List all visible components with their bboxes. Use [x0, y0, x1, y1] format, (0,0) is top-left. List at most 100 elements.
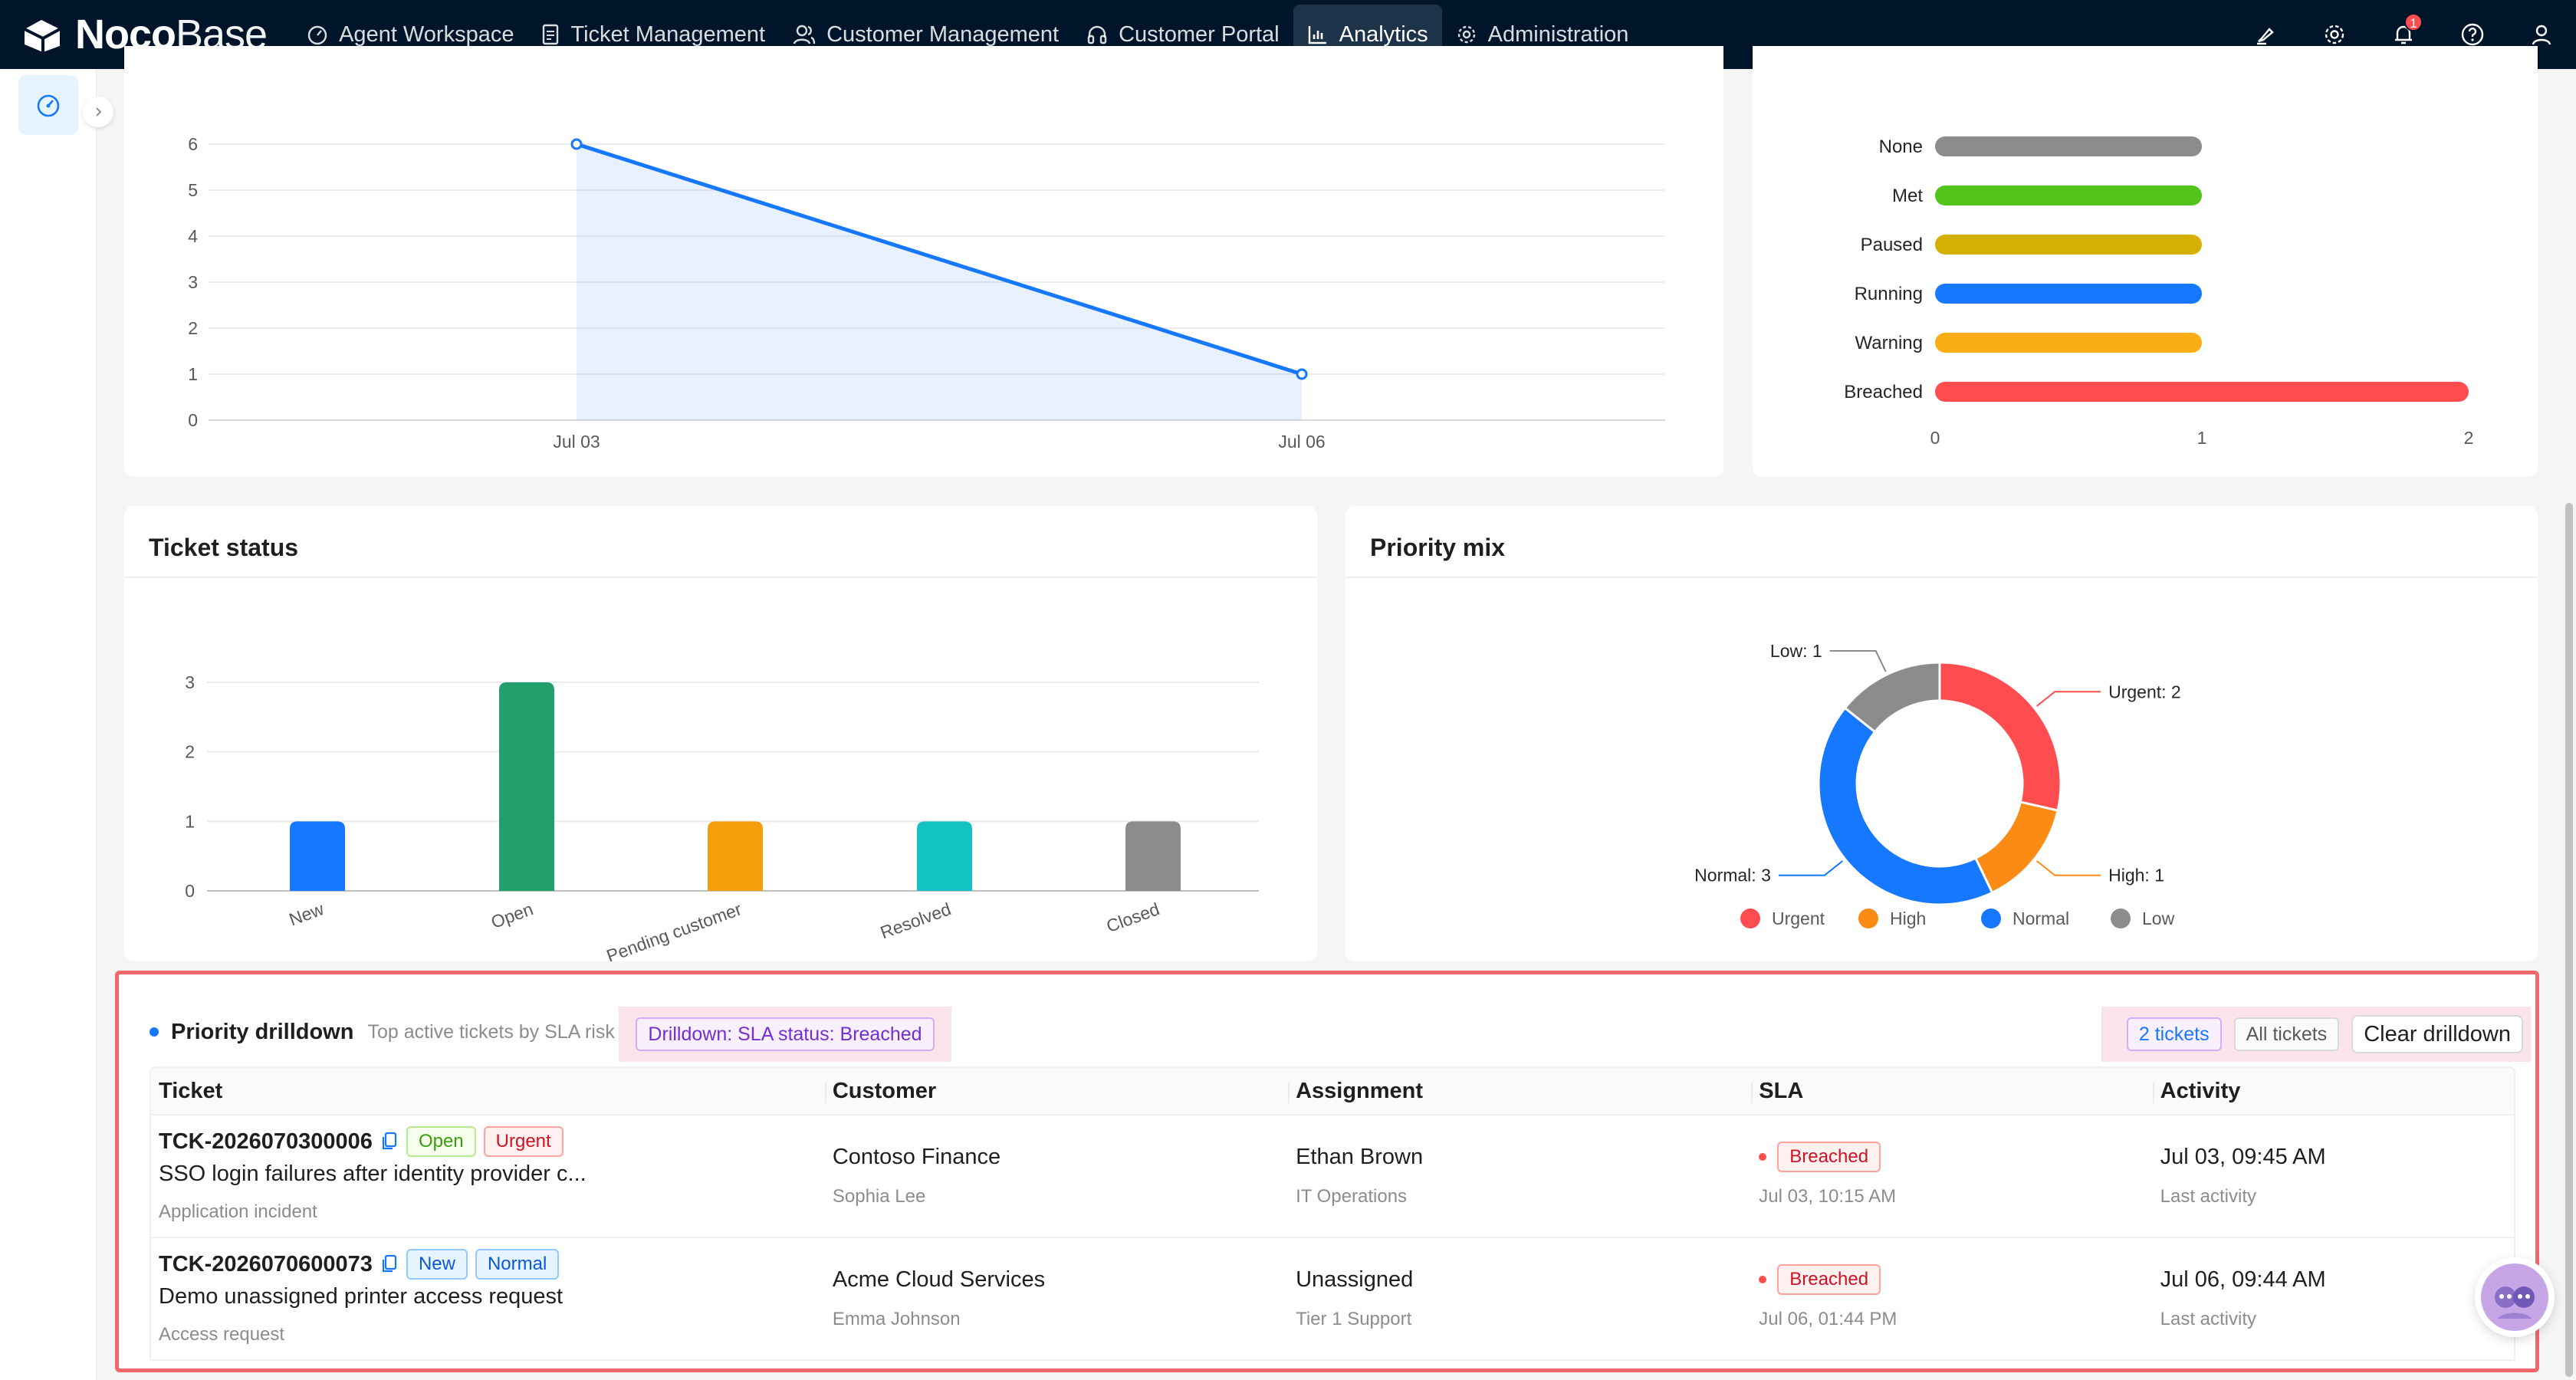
- sla-status-card: None Met Paused Running Warning Breached 0 1 2: [1753, 46, 2538, 477]
- table-row[interactable]: TCK-2026070300006 Open Urgent SSO login …: [150, 1116, 2515, 1238]
- notification-badge: 1: [2404, 13, 2423, 31]
- legend-marker: [1858, 909, 1878, 928]
- slice-label: Normal: 3: [1694, 866, 1771, 886]
- donut-slice: [1973, 800, 2059, 895]
- bar: [917, 821, 972, 891]
- clear-drilldown-button[interactable]: Clear drilldown: [2351, 1015, 2523, 1053]
- column-header-assignment[interactable]: Assignment: [1288, 1068, 1751, 1114]
- help-button[interactable]: [2438, 0, 2507, 69]
- data-point: [1296, 368, 1308, 380]
- category-label: Met: [1892, 186, 1923, 206]
- legend-label: Low: [2142, 909, 2175, 928]
- nav-customer-portal[interactable]: Customer Portal: [1073, 5, 1293, 64]
- x-tick-label: 2: [2464, 428, 2474, 448]
- data-point: [570, 138, 583, 150]
- column-header-sla[interactable]: SLA: [1751, 1068, 2152, 1114]
- left-sidebar: [0, 69, 97, 1380]
- bar: [1935, 235, 2202, 255]
- theme-editor-button[interactable]: [2231, 0, 2300, 69]
- activity-cell: Jul 03, 09:45 AM Last activity: [2153, 1116, 2514, 1237]
- dashboard-icon: [37, 94, 60, 117]
- bar: [1935, 186, 2202, 205]
- bar: [708, 821, 763, 891]
- donut-slice: [1938, 661, 2062, 812]
- column-header-customer[interactable]: Customer: [824, 1068, 1288, 1114]
- customer-name: Acme Cloud Services: [832, 1267, 1046, 1292]
- customer-cell: Contoso Finance Sophia Lee: [825, 1116, 1288, 1237]
- y-tick-label: 0: [188, 410, 198, 430]
- dashboard-icon: [307, 25, 327, 45]
- category-label: Paused: [1861, 235, 1923, 255]
- all-tickets-tag[interactable]: All tickets: [2233, 1017, 2340, 1051]
- bar: [1935, 136, 2202, 156]
- ticket-id[interactable]: TCK-2026070300006: [159, 1129, 373, 1154]
- chevron-right-icon: [96, 107, 102, 117]
- sla-status-tag: Breached: [1777, 1142, 1881, 1172]
- priority-drilldown-panel: Priority drilldown Top active tickets by…: [115, 971, 2539, 1372]
- y-tick-label: 6: [188, 134, 198, 154]
- highlighter-icon: [2257, 28, 2274, 45]
- category-label: Running: [1855, 284, 1923, 304]
- legend-label: High: [1890, 909, 1926, 928]
- legend-marker: [1981, 909, 2001, 928]
- label-leader-line: [1778, 860, 1843, 876]
- drilldown-title: Priority drilldown: [171, 1019, 354, 1044]
- priority-tag: Normal: [475, 1249, 560, 1280]
- sla-status-bar-chart: None Met Paused Running Warning Breached 0 1 2: [1844, 136, 2474, 448]
- card-title: Priority mix: [1346, 506, 2538, 578]
- ticket-id[interactable]: TCK-2026070600073: [159, 1251, 373, 1276]
- nav-label: Customer Management: [826, 21, 1060, 47]
- tickets-over-time-card: 0 1 2 3 4 5 6 Jul 03 Jul 06: [124, 46, 1723, 477]
- column-header-activity[interactable]: Activity: [2152, 1068, 2514, 1114]
- y-tick-label: 3: [188, 272, 198, 292]
- drilldown-filter-tag: Drilldown: SLA status: Breached: [636, 1017, 935, 1051]
- sla-status-dot: [1759, 1276, 1767, 1283]
- page-scrollbar-thumb[interactable]: [2565, 503, 2573, 1377]
- y-tick-label: 3: [185, 672, 195, 692]
- category-label: Warning: [1855, 333, 1923, 353]
- assignee-name: Ethan Brown: [1296, 1145, 1424, 1169]
- drilldown-table: Ticket Customer Assignment SLA Activity …: [150, 1066, 2515, 1361]
- x-tick-label: Jul 03: [553, 432, 600, 452]
- notifications-button[interactable]: 1: [2369, 0, 2438, 69]
- x-tick-label: Closed: [1104, 899, 1162, 936]
- nav-label: Ticket Management: [570, 21, 766, 47]
- nav-ticket-management[interactable]: Ticket Management: [527, 5, 779, 64]
- drilldown-filter-area: Drilldown: SLA status: Breached: [619, 1007, 951, 1062]
- x-tick-label: 1: [2197, 428, 2207, 448]
- slice-label: High: 1: [2108, 866, 2164, 886]
- area-fill: [577, 144, 1302, 420]
- bar: [1935, 284, 2202, 304]
- nav-label: Analytics: [1339, 21, 1428, 47]
- bell-icon: [2395, 25, 2412, 44]
- nav-administration[interactable]: Administration: [1442, 5, 1643, 64]
- ai-assistant-button[interactable]: [2475, 1257, 2555, 1337]
- sla-due-time: Jul 06, 01:44 PM: [1759, 1309, 1898, 1329]
- bar: [290, 821, 345, 891]
- customer-contact: Emma Johnson: [832, 1309, 961, 1329]
- ticket-subject: Demo unassigned printer access request: [159, 1284, 564, 1309]
- x-tick-label: Open: [488, 899, 536, 932]
- user-menu-button[interactable]: [2507, 0, 2576, 69]
- customer-contact: Sophia Lee: [832, 1186, 926, 1207]
- bar: [499, 682, 554, 891]
- copy-icon[interactable]: [380, 1254, 399, 1275]
- bar: [1125, 821, 1181, 891]
- nav-agent-workspace[interactable]: Agent Workspace: [293, 5, 527, 64]
- donut-slice: [1843, 661, 1941, 734]
- label-leader-line: [2036, 691, 2101, 707]
- table-row[interactable]: TCK-2026070600073 New Normal Demo unassi…: [150, 1238, 2515, 1361]
- gear-icon: [1457, 25, 1475, 44]
- ticket-type: Access request: [159, 1324, 285, 1345]
- x-tick-label: New: [287, 899, 327, 929]
- column-header-ticket[interactable]: Ticket: [159, 1078, 223, 1103]
- sidebar-collapse-toggle[interactable]: [83, 97, 113, 127]
- sla-cell: Breached Jul 06, 01:44 PM: [1751, 1238, 2152, 1359]
- settings-button[interactable]: [2300, 0, 2369, 69]
- copy-icon[interactable]: [380, 1131, 399, 1152]
- sidebar-item-dashboard[interactable]: [18, 75, 78, 135]
- nav-customer-management[interactable]: Customer Management: [779, 5, 1073, 64]
- y-tick-label: 4: [188, 226, 198, 246]
- y-tick-label: 0: [185, 881, 195, 901]
- y-tick-label: 5: [188, 180, 198, 200]
